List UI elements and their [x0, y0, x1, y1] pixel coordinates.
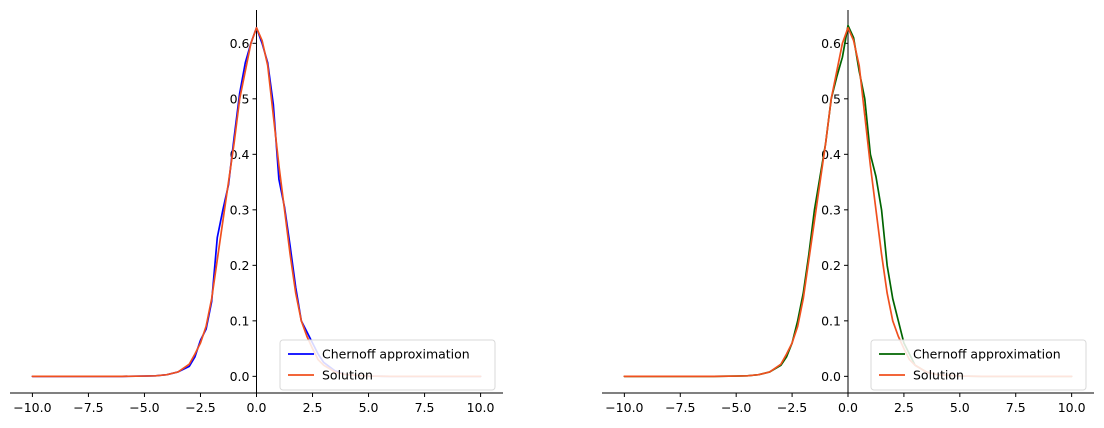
left-chart-panel: −10.0 −7.5 −5.0 −2.5 0.0 2.5 5.0 7.5 10.0 0.0 0.1 0…: [10, 10, 503, 415]
y-tick-label: 0.2: [230, 258, 250, 273]
y-tick-label: 0.6: [821, 36, 841, 51]
legend-label: Solution: [322, 368, 373, 383]
x-tick-label: 2.5: [894, 400, 914, 415]
legend-box: [870, 339, 1087, 391]
x-tick-label: 7.5: [1006, 400, 1026, 415]
legend-box: [279, 339, 496, 391]
x-tick-label: 2.5: [303, 400, 323, 415]
y-tick-label: 0.4: [821, 147, 841, 162]
legend-label: Chernoff approximation: [322, 347, 470, 362]
x-tick-label: −5.0: [129, 400, 159, 415]
x-tick-label: −5.0: [721, 400, 751, 415]
legend: Chernoff approximation Solution: [870, 339, 1087, 391]
x-tick-label: −2.5: [185, 400, 215, 415]
y-tick-label: 0.6: [230, 36, 250, 51]
legend: Chernoff approximation Solution: [279, 339, 496, 391]
y-tick-label: 0.0: [821, 369, 841, 384]
y-tick-label: 0.3: [821, 202, 841, 217]
y-tick-label: 0.4: [230, 147, 250, 162]
y-tick-label: 0.1: [230, 313, 250, 328]
x-tick-label: −7.5: [73, 400, 103, 415]
x-tick-label: −10.0: [605, 400, 643, 415]
x-tick-label: −10.0: [13, 400, 51, 415]
legend-label: Solution: [913, 368, 964, 383]
y-tick-label: 0.1: [821, 313, 841, 328]
y-tick-label: 0.2: [821, 258, 841, 273]
x-tick-label: 0.0: [838, 400, 858, 415]
x-tick-label: 0.0: [247, 400, 267, 415]
y-tick-label: 0.0: [230, 369, 250, 384]
right-chart-panel: −10.0 −7.5 −5.0 −2.5 0.0 2.5 5.0 7.5 10.0 0.0 0.1 0…: [602, 10, 1094, 415]
x-tick-label: −2.5: [777, 400, 807, 415]
x-tick-label: 10.0: [467, 400, 495, 415]
x-tick-label: 5.0: [359, 400, 379, 415]
x-tick-label: 7.5: [415, 400, 435, 415]
x-tick-label: −7.5: [665, 400, 695, 415]
x-tick-label: 10.0: [1058, 400, 1086, 415]
legend-label: Chernoff approximation: [913, 347, 1061, 362]
y-tick-label: 0.3: [230, 202, 250, 217]
x-tick-label: 5.0: [950, 400, 970, 415]
